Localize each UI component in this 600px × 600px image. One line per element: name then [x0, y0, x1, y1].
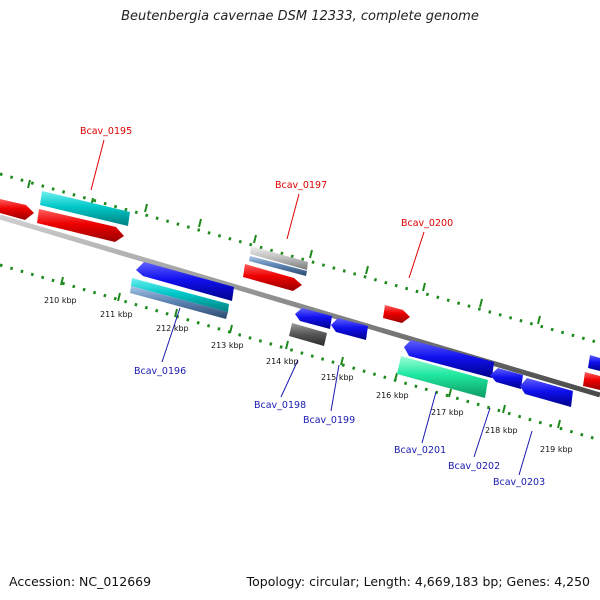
gene-bcav-0195-cyan[interactable] [40, 191, 130, 226]
gene-bcav-0203-blue[interactable] [520, 378, 573, 407]
genome-backbone [0, 214, 600, 398]
gene-blue-partial-right[interactable] [588, 355, 600, 371]
kbp-label: 212 kbp [156, 324, 189, 333]
gene-label-bcav-0202[interactable]: Bcav_0202 [448, 461, 500, 472]
gene-bcav-0196-blue[interactable] [136, 262, 234, 301]
gene-label-bcav-0200[interactable]: Bcav_0200 [401, 218, 453, 229]
genome-summary-text: Topology: circular; Length: 4,669,183 bp… [246, 574, 590, 589]
lower-major-ticks [60, 276, 561, 429]
accession-text: Accession: NC_012669 [9, 574, 152, 589]
gene-label-bcav-0203[interactable]: Bcav_0203 [493, 477, 545, 488]
gene-red-partial-right[interactable] [583, 372, 600, 390]
kbp-label: 216 kbp [376, 391, 409, 400]
gene-bcav-0200-red[interactable] [383, 305, 410, 323]
gene-bcav-0201-blue[interactable] [404, 340, 494, 378]
gene-bcav-0202-blue[interactable] [490, 368, 523, 389]
label-leaders-top [90, 139, 425, 279]
forward-tick-lane [0, 172, 600, 345]
gene-red-arrow-1[interactable] [37, 209, 124, 242]
kbp-label: 215 kbp [321, 373, 354, 382]
gene-label-bcav-0199[interactable]: Bcav_0199 [303, 415, 355, 426]
kbp-label: 219 kbp [540, 445, 573, 454]
gene-label-bcav-0197[interactable]: Bcav_0197 [275, 180, 327, 191]
gene-bcav-0201-mint[interactable] [397, 356, 488, 398]
kbp-label: 214 kbp [266, 357, 299, 366]
kbp-label: 213 kbp [211, 341, 244, 350]
label-leaders-bottom [161, 307, 533, 476]
gene-bcav-0198-gray[interactable] [289, 323, 327, 346]
kbp-label: 217 kbp [431, 408, 464, 417]
gene-cyan-lower[interactable] [131, 278, 229, 312]
gene-red-partial-left[interactable] [0, 199, 34, 220]
gene-red-arrow-2[interactable] [243, 264, 302, 291]
gene-bcav-0198-blue[interactable] [295, 308, 332, 329]
gene-bcav-0197-gray[interactable] [250, 246, 308, 270]
kbp-label: 211 kbp [100, 310, 133, 319]
gene-bcav-0199-blue[interactable] [331, 318, 368, 340]
gene-label-bcav-0195[interactable]: Bcav_0195 [80, 126, 132, 137]
gene-label-bcav-0201[interactable]: Bcav_0201 [394, 445, 446, 456]
gene-steel-lower[interactable] [130, 286, 228, 319]
genome-title: Beutenbergia cavernae DSM 12333, complet… [121, 9, 479, 24]
reverse-tick-lane [0, 263, 600, 442]
gene-steel-small[interactable] [249, 256, 307, 276]
upper-major-ticks [27, 179, 541, 325]
gene-label-bcav-0196[interactable]: Bcav_0196 [134, 366, 186, 377]
kbp-label: 210 kbp [44, 296, 77, 305]
kbp-label: 218 kbp [485, 426, 518, 435]
gene-label-bcav-0198[interactable]: Bcav_0198 [254, 400, 306, 411]
